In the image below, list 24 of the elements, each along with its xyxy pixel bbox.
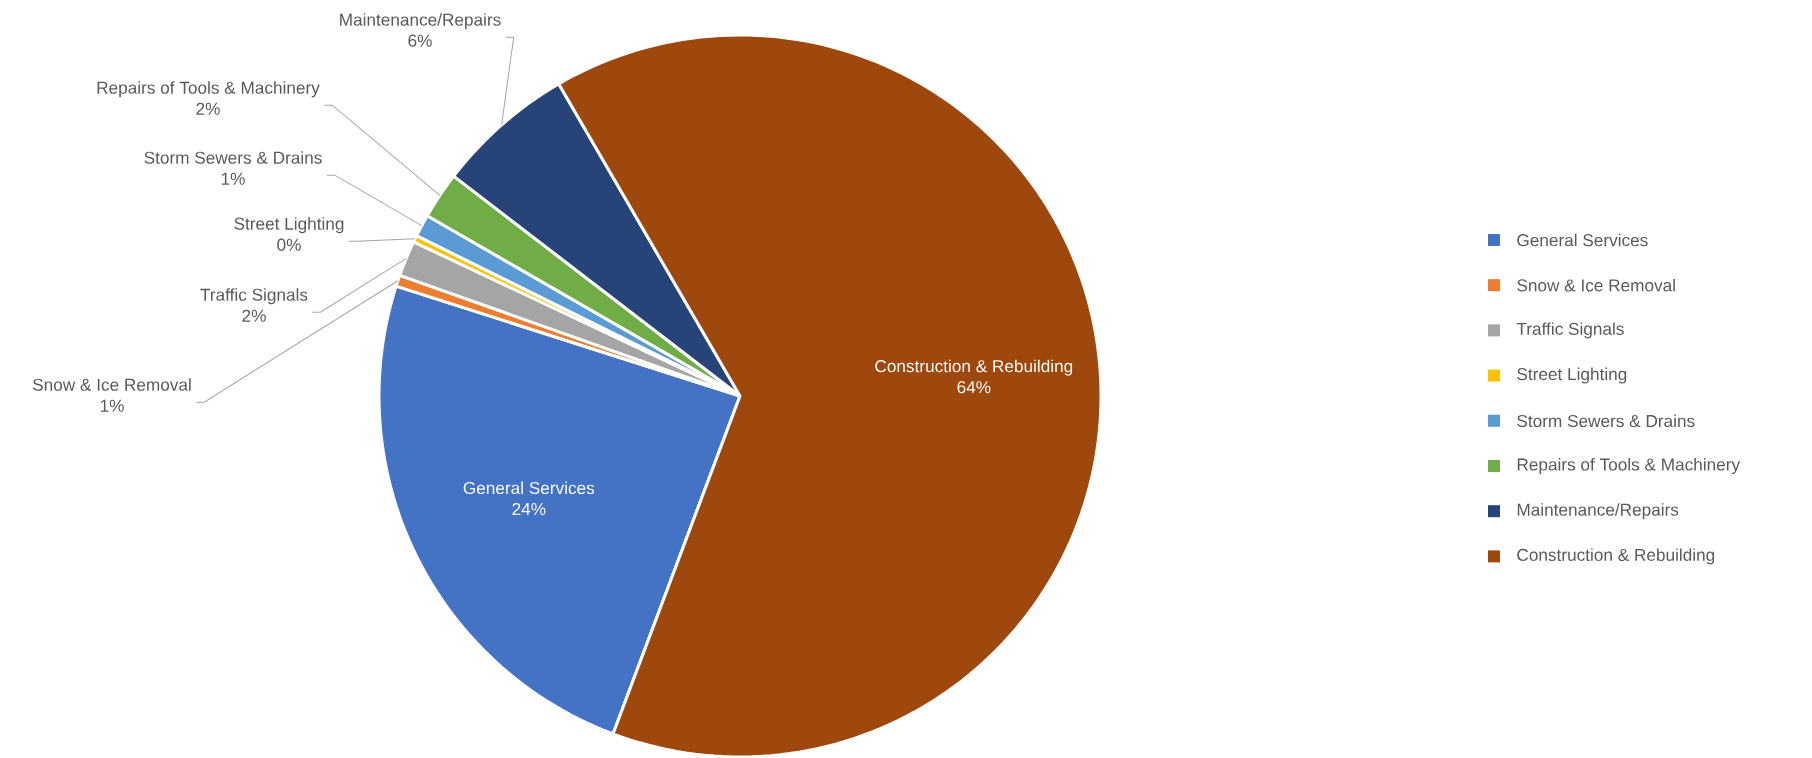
data-label: 24% [512,502,546,516]
slice-label: Traffic Signals [200,288,308,305]
data-label: 1% [100,399,124,412]
slice-label: Snow & Ice Removal [32,378,191,391]
slice-label: General Services [463,481,595,495]
slice-label: Construction & Rebuilding [875,359,1073,376]
slice-label: Street Lighting [234,217,344,234]
slice-label: Storm Sewers & Drains [144,151,322,164]
legend-label: Maintenance/Repairs [1517,503,1679,520]
data-label: 6% [408,34,432,47]
data-label: 2% [196,102,220,115]
legend-label: Construction & Rebuilding [1517,548,1715,565]
legend-label: Traffic Signals [1516,322,1624,339]
slice-label: Maintenance/Repairs [340,13,501,30]
legend-label: Repairs of Tools & Machinery [1517,457,1741,475]
data-label: 2% [242,309,266,322]
data-label: 0% [277,238,301,251]
data-label: 1% [221,172,245,185]
legend-label: Street Lighting [1517,367,1627,384]
legend-label: Storm Sewers & Drains [1517,414,1695,428]
slice-label: Repairs of Tools & Machinery [97,81,320,98]
legend-label: Snow & Ice Removal [1517,278,1675,292]
data-label: 64% [957,381,991,394]
legend-label: General Services [1517,233,1648,247]
